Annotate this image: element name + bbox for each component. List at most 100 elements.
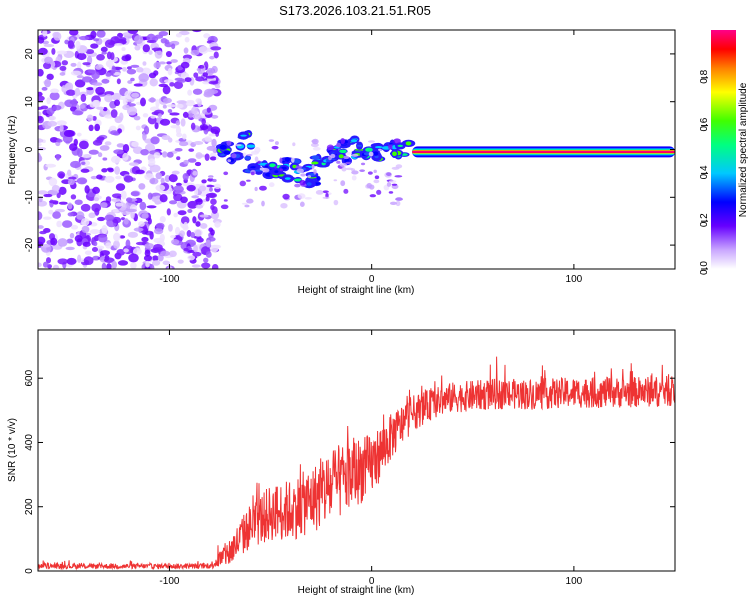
noise-blob [44,43,55,48]
transition-noise [388,180,397,183]
snr-plot: -100 0 100 0 200 400 600 Height of straight l… [7,329,676,596]
noise-blob [193,141,204,145]
noise-blob [199,223,208,229]
noise-blob [177,259,184,264]
spectrogram-marks [38,30,675,269]
noise-blob [80,93,87,103]
noise-blob [153,152,161,159]
noise-blob [40,244,51,248]
noise-blob [38,236,46,245]
noise-blob [201,179,207,184]
noise-blob [42,30,48,37]
noise-blob [210,244,219,253]
transition-blob [339,149,347,154]
noise-blob [38,111,42,117]
noise-blob [142,61,147,66]
spectrogram-x-tick-label-2: 100 [566,274,583,285]
noise-blob [170,234,176,239]
noise-blob [161,134,171,140]
noise-blob [131,92,140,98]
transition-noise [360,162,366,166]
noise-blob [151,260,161,266]
noise-blob [192,216,197,224]
noise-blob [206,145,217,151]
noise-blob [76,177,88,185]
noise-blob [206,107,211,113]
noise-blob [114,166,120,175]
noise-blob [46,107,55,115]
noise-blob [133,83,143,87]
noise-blob [81,154,92,158]
noise-blob [112,216,122,224]
noise-blob [38,153,42,162]
noise-blob [70,62,77,67]
noise-blob [192,251,202,257]
noise-blob [42,261,49,268]
noise-blob [96,53,105,61]
noise-blob [174,226,181,236]
noise-blob [52,211,61,219]
transition-noise [292,142,296,147]
transition-blob [269,163,276,168]
noise-blob [67,212,74,217]
noise-blob [123,175,134,183]
noise-blob [58,186,67,196]
noise-blob [141,213,149,219]
noise-blob [183,159,189,165]
transition-noise [261,200,265,207]
noise-blob [175,126,182,135]
noise-blob [90,175,98,180]
noise-blob [57,238,68,247]
noise-blob [168,200,178,205]
noise-blob [116,143,125,148]
transition-noise [333,179,338,182]
noise-blob [205,251,212,258]
noise-blob [100,202,108,208]
noise-blob [169,82,175,87]
noise-blob [143,125,150,135]
noise-blob [142,132,147,141]
noise-blob [203,33,211,39]
noise-blob [176,103,184,109]
noise-blob [53,31,62,41]
transition-noise [376,189,382,195]
noise-blob [80,168,90,173]
noise-blob [110,109,118,118]
noise-blob [83,256,94,266]
snr-y-tick-label-2: 400 [24,434,35,451]
noise-blob [86,87,95,91]
transition-noise [304,196,312,200]
noise-blob [93,38,100,42]
noise-blob [111,260,118,269]
noise-blob [69,232,75,239]
noise-blob [211,264,219,269]
snr-ylabel: SNR (10 * v/v) [7,418,18,482]
noise-blob [128,253,139,263]
noise-blob [159,118,171,126]
noise-blob [56,192,61,199]
noise-blob [92,186,100,194]
chart-title: S173.2026.103.21.51.R05 [279,3,431,18]
noise-blob [148,158,156,166]
noise-blob [91,82,103,86]
transition-noise [297,193,306,199]
noise-blob [121,217,126,221]
noise-blob [208,80,219,85]
noise-blob [210,126,221,135]
noise-blob [50,237,58,246]
transition-blob [311,161,319,165]
noise-blob [48,200,59,204]
transition-blob [397,144,404,147]
noise-blob [155,222,165,229]
noise-blob [149,78,158,87]
noise-blob [113,232,121,242]
snr-y-tick-label-3: 600 [24,369,35,386]
transition-noise [391,183,398,186]
noise-blob [159,215,166,223]
transition-noise [279,168,283,172]
noise-blob [62,220,73,228]
noise-blob [123,218,129,225]
spectrogram-y-ticks: -20 -10 0 10 20 [24,48,675,252]
noise-blob [155,184,166,192]
